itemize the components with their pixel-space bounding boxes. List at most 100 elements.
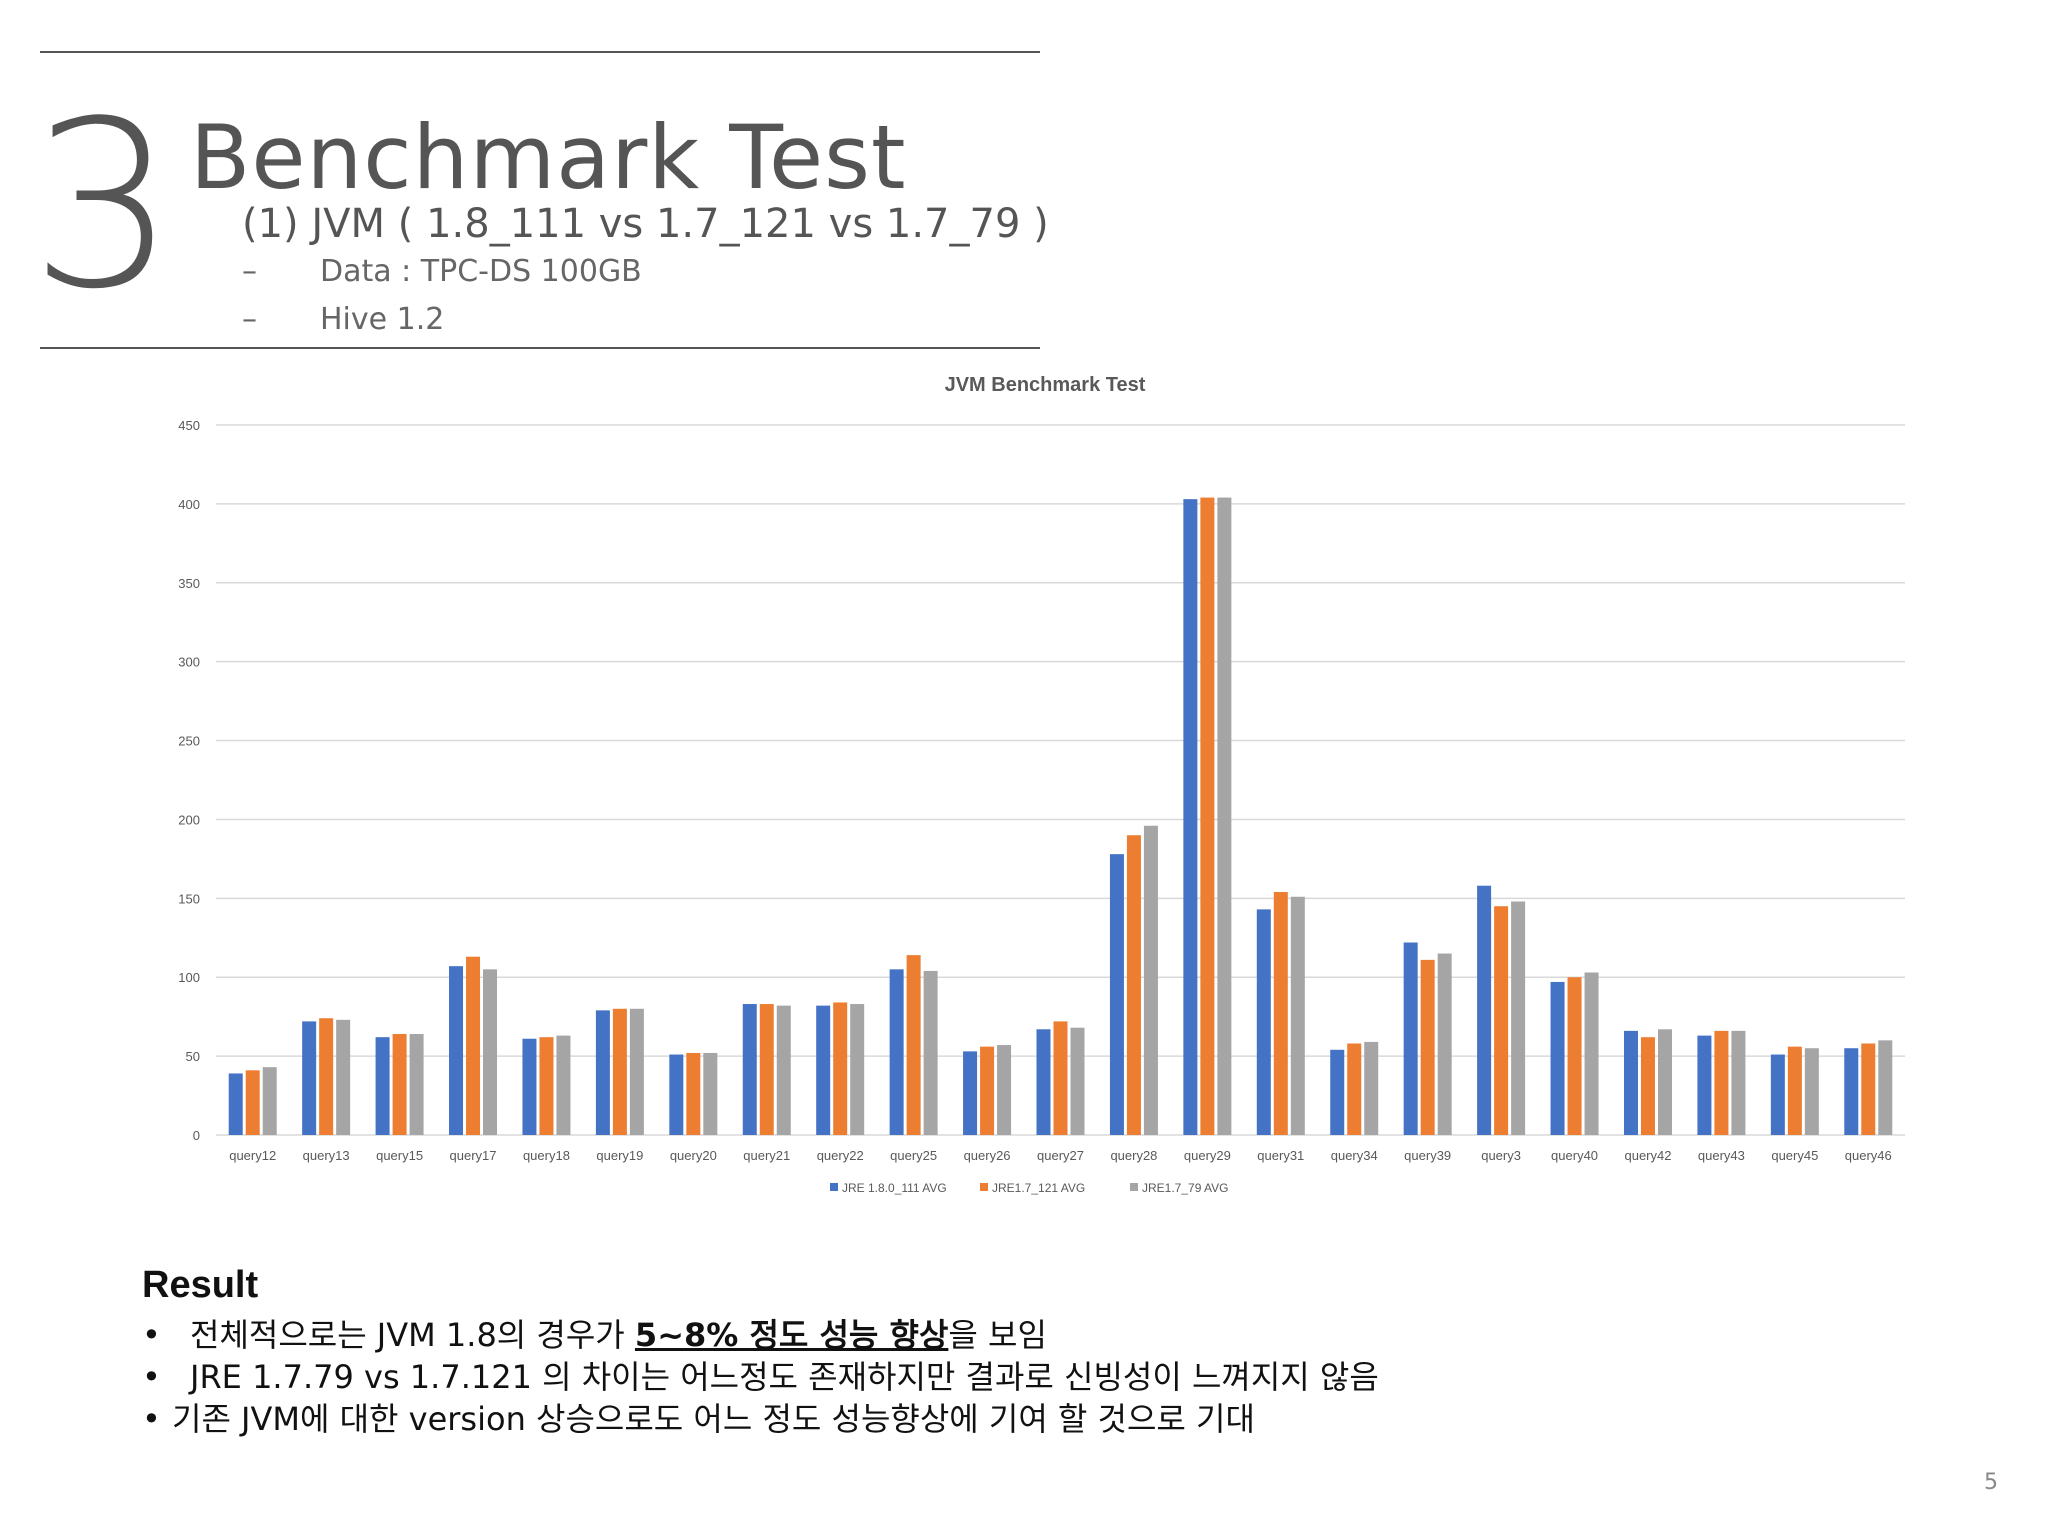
x-tick-label: query3 — [1481, 1148, 1521, 1163]
x-tick-label: query34 — [1331, 1148, 1378, 1163]
bar — [522, 1038, 537, 1135]
x-tick-label: query40 — [1551, 1148, 1598, 1163]
bullet-emphasis: 5~8% 정도 성능 향상 — [634, 1316, 949, 1354]
bar — [1143, 825, 1158, 1135]
bar — [1550, 981, 1565, 1135]
legend-label: JRE1.7_121 AVG — [992, 1181, 1085, 1195]
detail-text: Hive 1.2 — [320, 302, 445, 337]
x-tick-label: query26 — [964, 1148, 1011, 1163]
y-tick-label: 450 — [178, 418, 200, 433]
bar — [759, 1004, 774, 1135]
bar — [375, 1037, 390, 1135]
bar — [336, 1019, 351, 1135]
bar — [923, 970, 938, 1135]
bullet-dot: • — [142, 1316, 161, 1354]
bar — [1036, 1029, 1051, 1135]
benchmark-bar-chart: JVM Benchmark Test 0 50 100 150 200 250 300 350… — [178, 374, 1905, 1195]
y-tick-label: 50 — [186, 1049, 200, 1064]
bar — [889, 969, 904, 1135]
bar — [1273, 892, 1288, 1135]
bar — [1861, 1043, 1876, 1135]
bar — [302, 1021, 317, 1135]
x-tick-label: query19 — [596, 1148, 643, 1163]
bar — [703, 1052, 718, 1135]
x-tick-label: query13 — [303, 1148, 350, 1163]
bar — [963, 1051, 978, 1135]
bar — [556, 1035, 571, 1135]
bullet-text: 기존 JVM에 대한 version 상승으로도 어느 정도 성능향상에 기여 … — [172, 1400, 1255, 1438]
bar — [850, 1004, 865, 1135]
bar — [319, 1018, 334, 1135]
top-divider — [40, 51, 1040, 53]
bar — [595, 1010, 610, 1135]
detail-line-data: – Data : TPC-DS 100GB — [242, 252, 642, 292]
x-tick-label: query25 — [890, 1148, 937, 1163]
x-tick-label: query43 — [1698, 1148, 1745, 1163]
slide-title: Benchmark Test — [190, 106, 907, 209]
bar — [1511, 901, 1526, 1135]
y-tick-label: 200 — [178, 812, 200, 827]
bar — [1347, 1043, 1362, 1135]
bottom-divider — [40, 347, 1040, 349]
bar — [1070, 1027, 1085, 1135]
y-tick-label: 0 — [193, 1128, 200, 1143]
legend-swatch — [830, 1183, 838, 1191]
bar — [1126, 835, 1141, 1135]
dash-marker: – — [242, 302, 257, 337]
bars — [228, 497, 1893, 1136]
result-heading: Result — [142, 1264, 259, 1306]
x-tick-label: query12 — [229, 1148, 276, 1163]
bar — [686, 1052, 701, 1135]
bar — [1420, 959, 1435, 1135]
x-tick-label: query45 — [1771, 1148, 1818, 1163]
bar — [629, 1008, 644, 1135]
bar — [1200, 497, 1215, 1135]
bar — [1714, 1030, 1729, 1135]
bar — [776, 1005, 791, 1135]
bullet-text-before: 전체적으로는 JVM 1.8의 경우가 — [190, 1316, 635, 1354]
bar — [1109, 854, 1124, 1135]
x-tick-label: query39 — [1404, 1148, 1451, 1163]
bar — [1657, 1029, 1672, 1135]
y-tick-label: 150 — [178, 891, 200, 906]
bar — [1330, 1049, 1345, 1135]
x-tick-label: query28 — [1110, 1148, 1157, 1163]
bar — [1256, 909, 1271, 1135]
bar — [449, 966, 464, 1135]
section-number: 3 — [30, 73, 177, 340]
bar — [1477, 885, 1492, 1135]
detail-line-hive: – Hive 1.2 — [242, 300, 444, 340]
bar — [409, 1034, 424, 1135]
bar — [1494, 906, 1509, 1135]
slide-subtitle: (1) JVM ( 1.8_111 vs 1.7_121 vs 1.7_79 ) — [242, 201, 1049, 247]
bullet-dot: • — [142, 1400, 161, 1438]
x-tick-label: query18 — [523, 1148, 570, 1163]
legend-swatch — [1130, 1183, 1138, 1191]
detail-text: Data : TPC-DS 100GB — [320, 254, 642, 289]
bar — [483, 969, 498, 1135]
bar — [1567, 977, 1582, 1135]
page-number: 5 — [1984, 1470, 1998, 1495]
bar — [1403, 942, 1418, 1135]
bar — [262, 1067, 277, 1135]
dash-marker: – — [242, 254, 257, 289]
bar — [612, 1008, 627, 1135]
bar — [1290, 896, 1305, 1135]
bar — [1844, 1048, 1859, 1135]
bar — [906, 955, 921, 1135]
bar — [1584, 972, 1599, 1135]
x-tick-label: query42 — [1624, 1148, 1671, 1163]
y-tick-label: 400 — [178, 497, 200, 512]
result-bullet: • JRE 1.7.79 vs 1.7.121 의 차이는 어느정도 존재하지만 … — [142, 1356, 1379, 1398]
y-axis-ticks: 0 50 100 150 200 250 300 350 400 450 — [178, 418, 200, 1143]
y-tick-label: 350 — [178, 576, 200, 591]
chart-title: JVM Benchmark Test — [945, 374, 1146, 396]
bar — [1804, 1048, 1819, 1135]
bar — [742, 1004, 757, 1135]
legend: JRE 1.8.0_111 AVG JRE1.7_121 AVG JRE1.7_79… — [830, 1181, 1229, 1195]
y-tick-label: 100 — [178, 970, 200, 985]
bar — [980, 1046, 995, 1135]
x-axis-ticks: query12 query13 query15 query17 query18 query… — [229, 1148, 1892, 1163]
x-tick-label: query22 — [817, 1148, 864, 1163]
bar — [228, 1073, 243, 1135]
